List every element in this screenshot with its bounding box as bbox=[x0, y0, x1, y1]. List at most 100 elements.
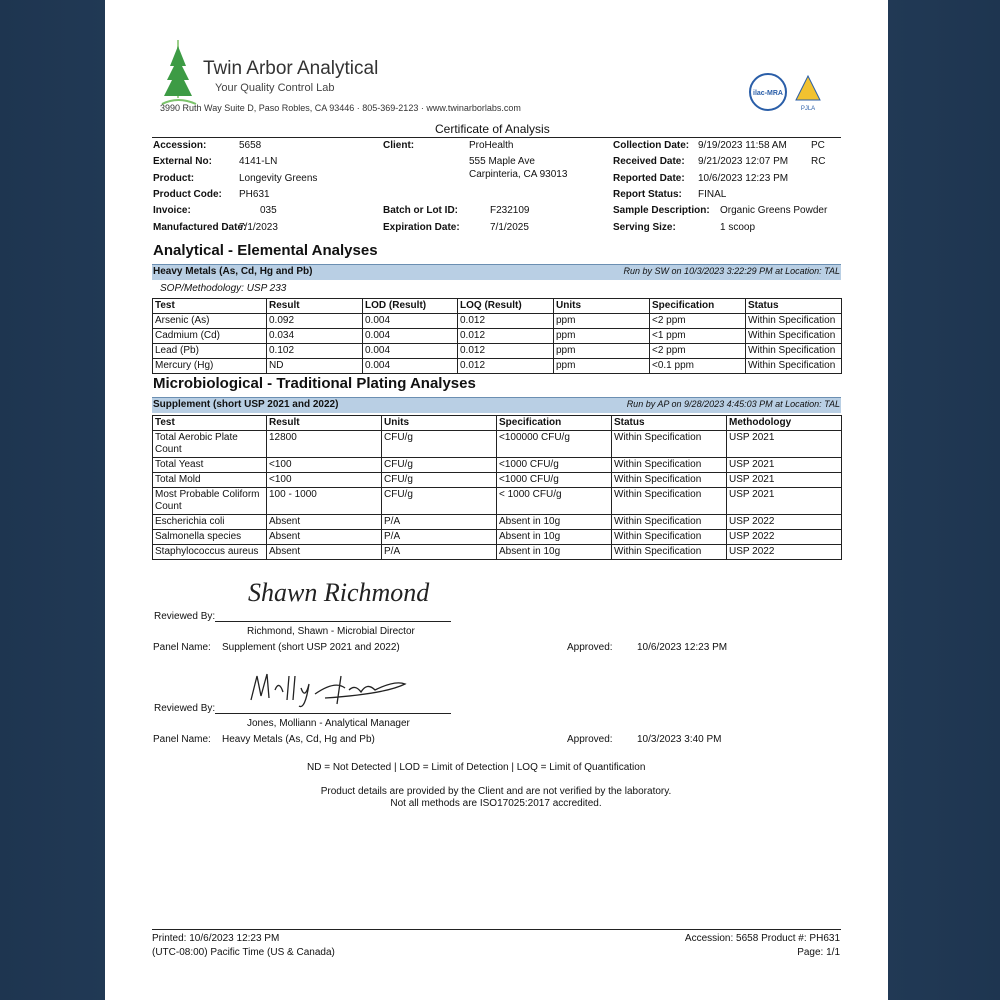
column-header: Methodology bbox=[726, 415, 842, 431]
client-address: Carpinteria, CA 93013 bbox=[469, 168, 568, 180]
table-row: Staphylococcus aureus Absent P/A Absent in … bbox=[152, 544, 842, 560]
column-header: Result bbox=[266, 415, 382, 431]
approved-date: 10/6/2023 12:23 PM bbox=[637, 642, 728, 653]
column-header: LOD (Result) bbox=[362, 298, 458, 314]
table-row: Arsenic (As) 0.092 0.004 0.012 ppm <2 ppm With… bbox=[152, 313, 842, 329]
cell: Cadmium (Cd) bbox=[152, 328, 267, 344]
table-row: Escherichia coli Absent P/A Absent in 10g Wi… bbox=[152, 514, 842, 530]
results-table: Test Result Units Specification Status Method… bbox=[152, 415, 842, 560]
legend: ND = Not Detected | LOD = Limit of Detec… bbox=[307, 762, 646, 773]
address: 3990 Ruth Way Suite D, Paso Robles, CA 9… bbox=[160, 103, 521, 113]
field-label: Invoice: bbox=[153, 205, 191, 217]
panel-label: Panel Name: bbox=[153, 642, 211, 653]
field-label: Batch or Lot ID: bbox=[383, 205, 458, 217]
cell: 0.004 bbox=[362, 328, 458, 344]
column-header: Status bbox=[611, 415, 727, 431]
field-label: Manufactured Date: bbox=[153, 221, 247, 233]
cell: Absent in 10g bbox=[496, 529, 612, 545]
cell: Arsenic (As) bbox=[152, 313, 267, 329]
column-header: Result bbox=[266, 298, 363, 314]
cell: Absent bbox=[266, 529, 382, 545]
field-label: Report Status: bbox=[613, 188, 682, 200]
logo bbox=[161, 40, 197, 105]
field-label: Client: bbox=[383, 140, 415, 151]
panel-name: Heavy Metals (As, Cd, Hg and Pb) bbox=[153, 266, 313, 277]
cell: CFU/g bbox=[381, 472, 497, 488]
field-value: 1 scoop bbox=[720, 221, 756, 233]
reviewer: Jones, Molliann - Analytical Manager bbox=[247, 718, 410, 729]
field-label: Sample Description: bbox=[613, 205, 710, 217]
cell: Within Specification bbox=[745, 358, 842, 374]
table-row: Total Mold <100 CFU/g <1000 CFU/g Within Spe… bbox=[152, 472, 842, 488]
rule bbox=[215, 713, 451, 714]
field-label: External No: bbox=[153, 156, 212, 168]
field-value: 9/19/2023 11:58 AM bbox=[698, 140, 787, 151]
note: Product details are provided by the Clie… bbox=[320, 786, 672, 797]
methodology: SOP/Methodology: USP 233 bbox=[160, 283, 287, 294]
field-extra: PC bbox=[811, 140, 825, 151]
field-value: Longevity Greens bbox=[239, 172, 318, 184]
cell: 0.012 bbox=[457, 343, 554, 359]
cell: <2 ppm bbox=[649, 313, 746, 329]
review-label: Reviewed By: bbox=[154, 703, 216, 714]
doc-title: Certificate of Analysis bbox=[435, 122, 550, 136]
cell: < 1000 CFU/g bbox=[496, 487, 612, 515]
field-label: Reported Date: bbox=[613, 172, 685, 184]
cell: <100000 CFU/g bbox=[496, 430, 612, 458]
cell: Lead (Pb) bbox=[152, 343, 267, 359]
approved-date: 10/3/2023 3:40 PM bbox=[637, 734, 722, 745]
signature-stroke bbox=[250, 673, 407, 708]
field-label: Expiration Date: bbox=[383, 221, 460, 233]
cell: P/A bbox=[381, 544, 497, 560]
field-value: FINAL bbox=[698, 188, 727, 200]
cell: USP 2021 bbox=[726, 457, 842, 473]
table-row: Lead (Pb) 0.102 0.004 0.012 ppm <2 ppm Within … bbox=[152, 343, 842, 359]
cell: Within Specification bbox=[611, 544, 727, 560]
field-value: 10/6/2023 12:23 PM bbox=[698, 172, 789, 184]
field-label: Accession: bbox=[153, 140, 207, 151]
cell: 0.012 bbox=[457, 328, 554, 344]
cell: <2 ppm bbox=[649, 343, 746, 359]
cell: Absent bbox=[266, 544, 382, 560]
signature: Shawn Richmond bbox=[248, 578, 430, 607]
column-header: Specification bbox=[496, 415, 612, 431]
cell: USP 2022 bbox=[726, 529, 842, 545]
column-header: Status bbox=[745, 298, 842, 314]
section-title: Analytical - Elemental Analyses bbox=[153, 242, 378, 259]
field-label: Collection Date: bbox=[613, 140, 690, 151]
field-value: PH631 bbox=[239, 188, 270, 200]
panel-name: Supplement (short USP 2021 and 2022) bbox=[222, 642, 400, 653]
cell: Within Specification bbox=[611, 514, 727, 530]
cell: 0.012 bbox=[457, 313, 554, 329]
cell: <100 bbox=[266, 457, 382, 473]
rule bbox=[215, 621, 451, 622]
field-value: F232109 bbox=[490, 205, 530, 217]
table-row: Total Aerobic Plate Count 12800 CFU/g <1000… bbox=[152, 430, 842, 458]
column-header: Units bbox=[553, 298, 650, 314]
cell: ppm bbox=[553, 313, 650, 329]
column-header: Test bbox=[152, 298, 267, 314]
client-address: 555 Maple Ave bbox=[469, 156, 535, 168]
cell: 0.034 bbox=[266, 328, 363, 344]
cell: 12800 bbox=[266, 430, 382, 458]
cell: Within Specification bbox=[611, 472, 727, 488]
cell: Within Specification bbox=[611, 457, 727, 473]
panel-name: Heavy Metals (As, Cd, Hg and Pb) bbox=[222, 734, 375, 745]
cell: <1000 CFU/g bbox=[496, 472, 612, 488]
printed: Printed: 10/6/2023 12:23 PM bbox=[152, 933, 280, 944]
field-extra: RC bbox=[811, 156, 826, 168]
tagline: Your Quality Control Lab bbox=[215, 82, 335, 94]
field-value: 7/1/2025 bbox=[490, 221, 529, 233]
field-value: 9/21/2023 12:07 PM bbox=[698, 156, 789, 168]
cell: ppm bbox=[553, 328, 650, 344]
badges: ilac-MRA PJLA bbox=[749, 73, 821, 112]
column-header: LOQ (Result) bbox=[457, 298, 554, 314]
column-header: Specification bbox=[649, 298, 746, 314]
cell: 0.004 bbox=[362, 343, 458, 359]
field-label: Product: bbox=[153, 172, 195, 184]
cell: ppm bbox=[553, 358, 650, 374]
column-header: Units bbox=[381, 415, 497, 431]
cell: <1 ppm bbox=[649, 328, 746, 344]
cell: Escherichia coli bbox=[152, 514, 267, 530]
cell: 0.092 bbox=[266, 313, 363, 329]
